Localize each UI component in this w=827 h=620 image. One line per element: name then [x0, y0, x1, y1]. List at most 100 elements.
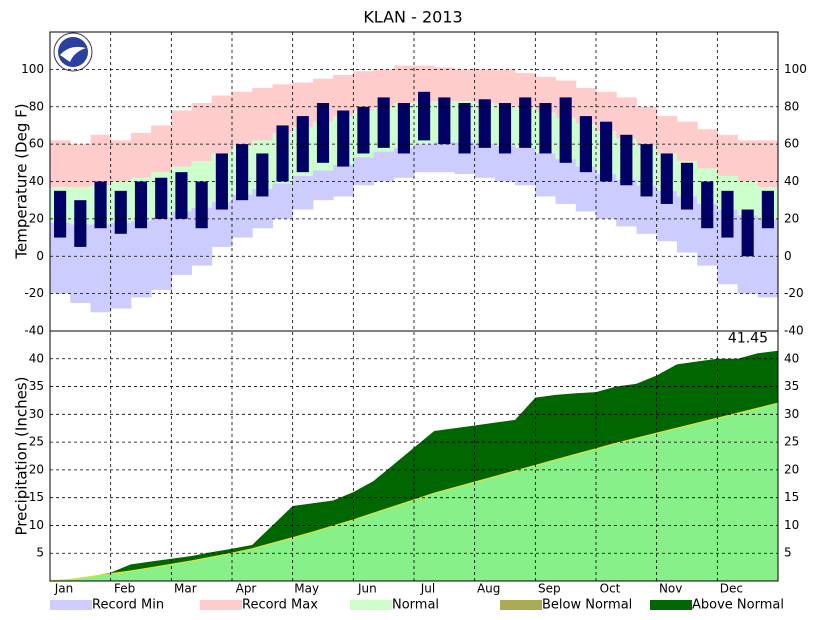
record-max-band [393, 65, 415, 104]
y-tick-label: 40 [29, 351, 44, 365]
observed-bar [620, 134, 633, 186]
y-tick-label: -40 [784, 324, 804, 338]
observed-bar [236, 144, 249, 201]
record-min-band [474, 144, 496, 178]
y-tick-label: 0 [36, 249, 44, 263]
observed-bar [94, 181, 107, 229]
observed-bar [660, 153, 673, 204]
observed-bar [701, 181, 714, 229]
y-tick-label: 30 [784, 407, 799, 421]
record-max-band [757, 140, 779, 188]
record-min-band [353, 157, 375, 186]
y-tick-label: 40 [784, 174, 799, 188]
record-max-band [90, 134, 112, 186]
y-tick-label: 80 [784, 99, 799, 113]
observed-bar [498, 103, 512, 154]
observed-bar [438, 97, 451, 145]
observed-bar [175, 172, 188, 219]
y-tick-label: 15 [784, 490, 799, 504]
record-min-band [312, 170, 334, 201]
total-label: 41.45 [728, 331, 768, 347]
y-tick-label: 15 [29, 490, 44, 504]
normal-line [49, 402, 779, 582]
observed-bar [478, 99, 491, 148]
observed-bar [377, 97, 390, 148]
record-max-band [191, 103, 213, 161]
record-min-band [494, 145, 516, 182]
legend-swatch [200, 600, 242, 610]
observed-bar [539, 103, 552, 154]
observed-bar [640, 144, 653, 197]
observed-bar [337, 110, 350, 167]
record-max-band [474, 69, 496, 104]
y-tick-label: 10 [29, 518, 44, 532]
y-tick-label: 20 [29, 462, 44, 476]
legend-swatch [350, 600, 392, 610]
y-tick-label: 25 [784, 435, 799, 449]
record-max-band [232, 91, 253, 146]
y-tick-label: -20 [24, 286, 44, 300]
y-tick-label: 35 [29, 379, 44, 393]
record-min-band [535, 153, 557, 197]
legend-label: Record Max [242, 598, 318, 613]
record-max-band [636, 106, 658, 146]
record-max-band [575, 88, 597, 124]
x-tick-label: Mar [174, 582, 197, 596]
record-max-band [656, 116, 678, 154]
observed-bar [256, 153, 269, 197]
y-tick-label: 5 [784, 546, 792, 560]
observed-bar [458, 103, 471, 154]
observed-bar [316, 103, 330, 163]
record-min-band [636, 185, 658, 234]
observed-bar [54, 190, 67, 238]
record-max-band [676, 121, 698, 161]
record-max-band [70, 144, 91, 188]
observed-bar [397, 103, 410, 154]
record-max-band [697, 129, 718, 169]
record-min-band [90, 224, 112, 313]
record-max-band [717, 134, 739, 176]
y-tick-label: 40 [29, 174, 44, 188]
y-tick-label: 0 [784, 249, 792, 263]
observed-bar [559, 97, 572, 163]
y-axis-title: Precipitation (Inches) [13, 377, 31, 536]
x-tick-label: May [294, 582, 319, 596]
observed-bar [600, 121, 613, 182]
record-min-band [171, 211, 193, 275]
legend-swatch [50, 600, 92, 610]
noaa-logo [53, 32, 93, 72]
y-tick-label: 20 [784, 211, 799, 225]
record-max-band [211, 95, 233, 154]
record-min-band [373, 151, 395, 182]
record-max-band [737, 140, 759, 182]
legend-label: Below Normal [542, 598, 632, 613]
y-tick-label: 20 [29, 211, 44, 225]
observed-bar [680, 162, 694, 210]
observed-bar [761, 190, 774, 229]
record-max-band [272, 84, 294, 133]
record-max-band [454, 69, 476, 102]
y-tick-label: 5 [36, 546, 44, 560]
x-tick-label: Jun [357, 582, 377, 596]
observed-bar [418, 91, 431, 141]
y-tick-label: 10 [784, 518, 799, 532]
record-max-band [50, 140, 71, 188]
record-min-band [676, 196, 698, 253]
record-max-band [110, 140, 132, 182]
record-min-band [292, 175, 314, 210]
y-tick-label: 80 [29, 99, 44, 113]
y-tick-label: 100 [21, 62, 44, 76]
record-max-band [130, 132, 152, 178]
observed-bar [155, 177, 168, 219]
record-min-band [50, 222, 71, 294]
record-max-band [353, 71, 375, 111]
chart-title: KLAN - 2013 [363, 8, 462, 27]
x-tick-label: Oct [600, 582, 621, 596]
record-max-band [596, 91, 617, 132]
observed-bar [741, 209, 754, 257]
x-tick-label: Sep [538, 582, 561, 596]
observed-bar [195, 181, 208, 229]
y-tick-label: 20 [784, 462, 799, 476]
record-min-band [515, 147, 536, 186]
